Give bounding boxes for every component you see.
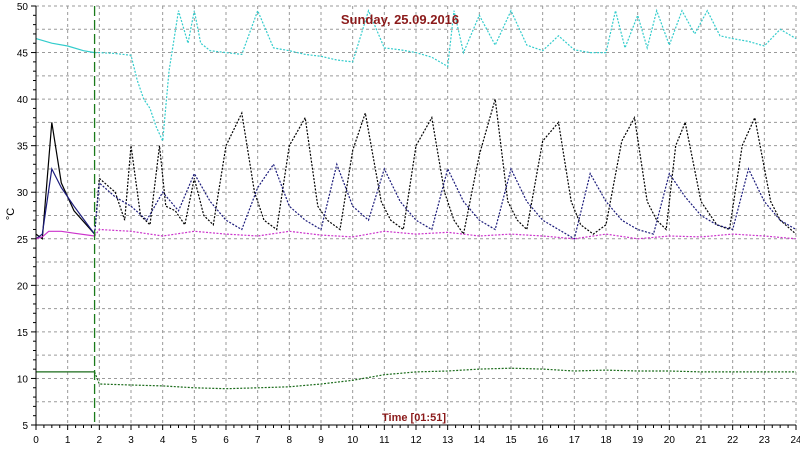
x-tick-label: 1 [65,435,71,446]
x-tick-label: 11 [379,435,390,446]
chart-title: Sunday, 25.09.2016 [341,12,459,27]
series-line-history [35,122,96,240]
grid-lines [36,5,797,425]
y-tick-label: 30 [17,188,29,199]
series-line-current [94,98,797,236]
x-tick-label: 12 [410,435,422,446]
y-tick-label: 45 [17,49,29,60]
series-line-history [35,38,95,54]
x-tick-label: 13 [442,435,454,446]
x-tick-label: 5 [192,435,198,446]
y-tick-label: 25 [17,235,29,246]
y-tick-label: 35 [17,142,29,153]
x-tick-label: 0 [33,435,39,446]
x-tick-label: 10 [347,435,359,446]
y-tick-label: 20 [17,281,29,292]
x-tick-label: 7 [255,435,261,446]
y-tick-label: 15 [17,328,29,339]
time-label: Time [01:51] [382,412,446,424]
x-tick-label: 21 [695,435,707,446]
x-tick-label: 17 [569,435,581,446]
x-tick-label: 9 [318,435,324,446]
series-line-current [94,228,797,240]
x-tick-label: 14 [474,435,486,446]
series-line-history [35,230,95,240]
x-tick-label: 4 [160,435,166,446]
series-line-history [35,166,96,240]
y-tick-label: 10 [17,374,29,385]
x-tick-label: 19 [632,435,644,446]
tick-labels: 0 1 2 3 4 5 6 7 8 9 10 11 12 13 14 15 16 17 18 19 20 21 22 23 24… [17,2,800,446]
x-tick-label: 22 [727,435,739,446]
axes [31,5,797,430]
x-tick-label: 6 [223,435,229,446]
y-tick-label: 40 [17,95,29,106]
x-tick-label: 15 [505,435,517,446]
x-tick-label: 23 [759,435,771,446]
y-axis-title: °C [5,208,17,220]
x-tick-label: 20 [664,435,676,446]
series-line-current [94,162,797,240]
series-line-current [94,367,796,390]
x-tick-label: 18 [600,435,612,446]
x-tick-label: 3 [128,435,134,446]
series-group [35,8,797,390]
y-tick-label: 50 [17,2,29,13]
y-tick-label: 5 [22,421,28,432]
x-tick-label: 16 [537,435,549,446]
x-tick-label: 24 [790,435,800,446]
x-tick-label: 8 [287,435,293,446]
x-tick-label: 2 [97,435,103,446]
series-line-current [94,8,797,144]
